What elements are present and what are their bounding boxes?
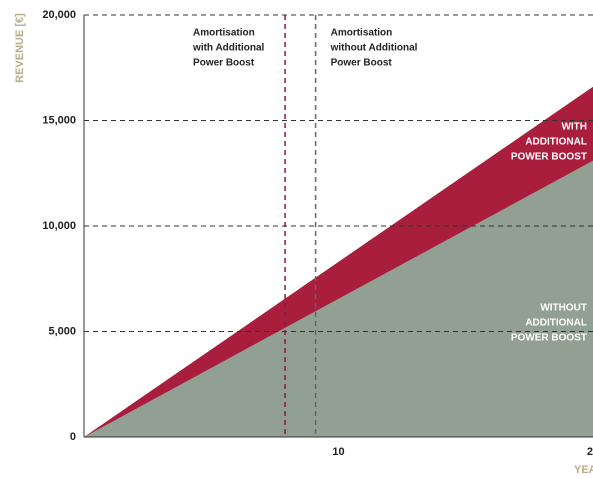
y-tick-label: 0: [70, 431, 76, 443]
series-label: POWER BOOST: [511, 333, 587, 344]
y-tick-label: 10,000: [42, 220, 76, 232]
annotation-text: Amortisation: [193, 28, 255, 39]
series-label: WITHOUT: [540, 303, 587, 314]
y-tick-label: 15,000: [42, 114, 76, 126]
annotation-text: Power Boost: [193, 58, 255, 69]
annotation-text: Power Boost: [331, 58, 393, 69]
series-label: ADDITIONAL: [525, 137, 587, 148]
x-tick-label: 20: [587, 446, 593, 458]
x-axis-label: YEARS: [574, 464, 593, 476]
y-axis-label: REVENUE [€]: [14, 13, 26, 83]
area: [84, 160, 593, 437]
series-label: POWER BOOST: [511, 152, 587, 163]
annotation-text: Amortisation: [331, 28, 393, 39]
annotation-text: with Additional: [192, 43, 265, 54]
series-label: ADDITIONAL: [525, 318, 587, 329]
x-tick-label: 10: [332, 446, 344, 458]
y-tick-label: 20,000: [42, 9, 76, 21]
annotation-text: without Additional: [330, 43, 418, 54]
series-label: WITH: [561, 122, 587, 133]
y-tick-label: 5,000: [48, 325, 76, 337]
